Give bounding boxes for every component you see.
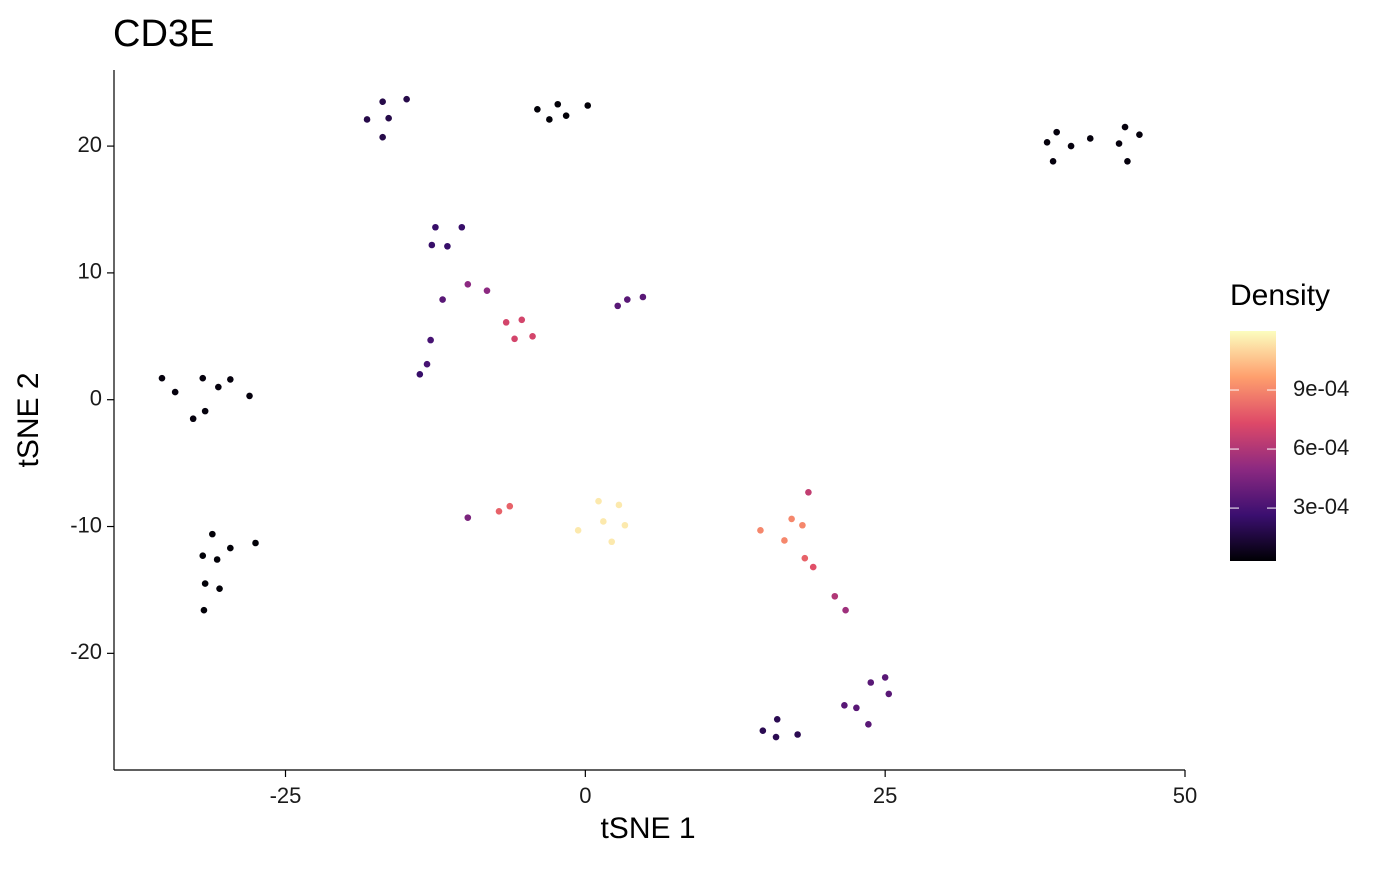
point [506,502,514,510]
point [534,106,541,113]
point [458,223,466,231]
point [199,552,207,559]
point [788,515,795,523]
point [624,296,631,303]
point [841,702,848,709]
point [794,731,801,738]
point [379,133,386,141]
point [189,415,197,423]
point [865,721,872,728]
point [444,242,451,250]
x-tick-label: -25 [270,783,302,808]
point [385,114,392,122]
point [805,488,812,496]
point [158,374,166,382]
point [600,518,607,525]
point [757,527,764,534]
point [1067,142,1075,150]
x-axis-label: tSNE 1 [600,812,695,845]
point [1049,158,1057,165]
y-tick-label: -20 [70,639,102,664]
point [781,537,788,544]
y-tick-label: 20 [78,132,102,157]
point [379,98,386,106]
point [246,392,253,400]
point [416,371,424,378]
point [759,727,767,734]
point [1053,128,1060,136]
point [773,715,781,723]
point [809,563,817,571]
point [199,374,207,382]
point [614,302,622,310]
point [213,556,221,563]
point [831,592,839,600]
point [483,287,491,294]
point [885,690,893,698]
point [200,606,208,614]
point [227,544,234,552]
x-tick-label: 50 [1173,783,1197,808]
point [881,674,889,681]
point [215,383,222,391]
y-axis-label: tSNE 2 [12,372,45,467]
point [1043,138,1051,146]
point [201,580,209,587]
point [428,241,436,249]
colorbar-tick-label: 3e-04 [1293,494,1349,519]
point [227,376,234,383]
point [511,335,518,343]
x-tick-label: 0 [579,783,591,808]
point [584,102,592,109]
point [464,514,472,521]
point [201,407,209,415]
point [639,293,647,301]
point [621,521,629,529]
point [574,527,582,534]
point [608,538,616,546]
point [427,336,434,344]
point [432,223,439,231]
colorbar-tick-label: 6e-04 [1293,435,1349,460]
chart-title: CD3E [113,13,214,55]
point [403,95,410,103]
y-tick-label: 0 [90,386,102,411]
point [1115,140,1123,147]
point [518,316,526,324]
point [595,497,602,505]
legend-title: Density [1230,279,1330,312]
point [842,606,849,614]
x-tick-label: 25 [873,783,897,808]
point [1086,135,1094,142]
colorbar [1230,331,1276,561]
point [464,281,472,288]
y-tick-label: -10 [70,512,102,537]
point [1136,131,1143,138]
y-tick-label: 10 [78,259,102,284]
point [439,296,446,303]
point [495,508,503,515]
point [252,539,259,547]
point [867,679,875,686]
point [363,116,371,123]
point [209,530,216,538]
point [529,333,536,340]
point [799,521,806,529]
point [562,112,570,119]
point [502,319,510,326]
point [615,501,623,509]
point [546,116,553,123]
point [216,585,223,592]
point [772,733,780,741]
point [1121,123,1129,131]
point [801,554,809,562]
point [1124,158,1131,165]
point [423,360,431,368]
point [853,704,860,712]
colorbar-tick-label: 9e-04 [1293,376,1349,401]
point [554,100,562,108]
point [171,388,179,396]
